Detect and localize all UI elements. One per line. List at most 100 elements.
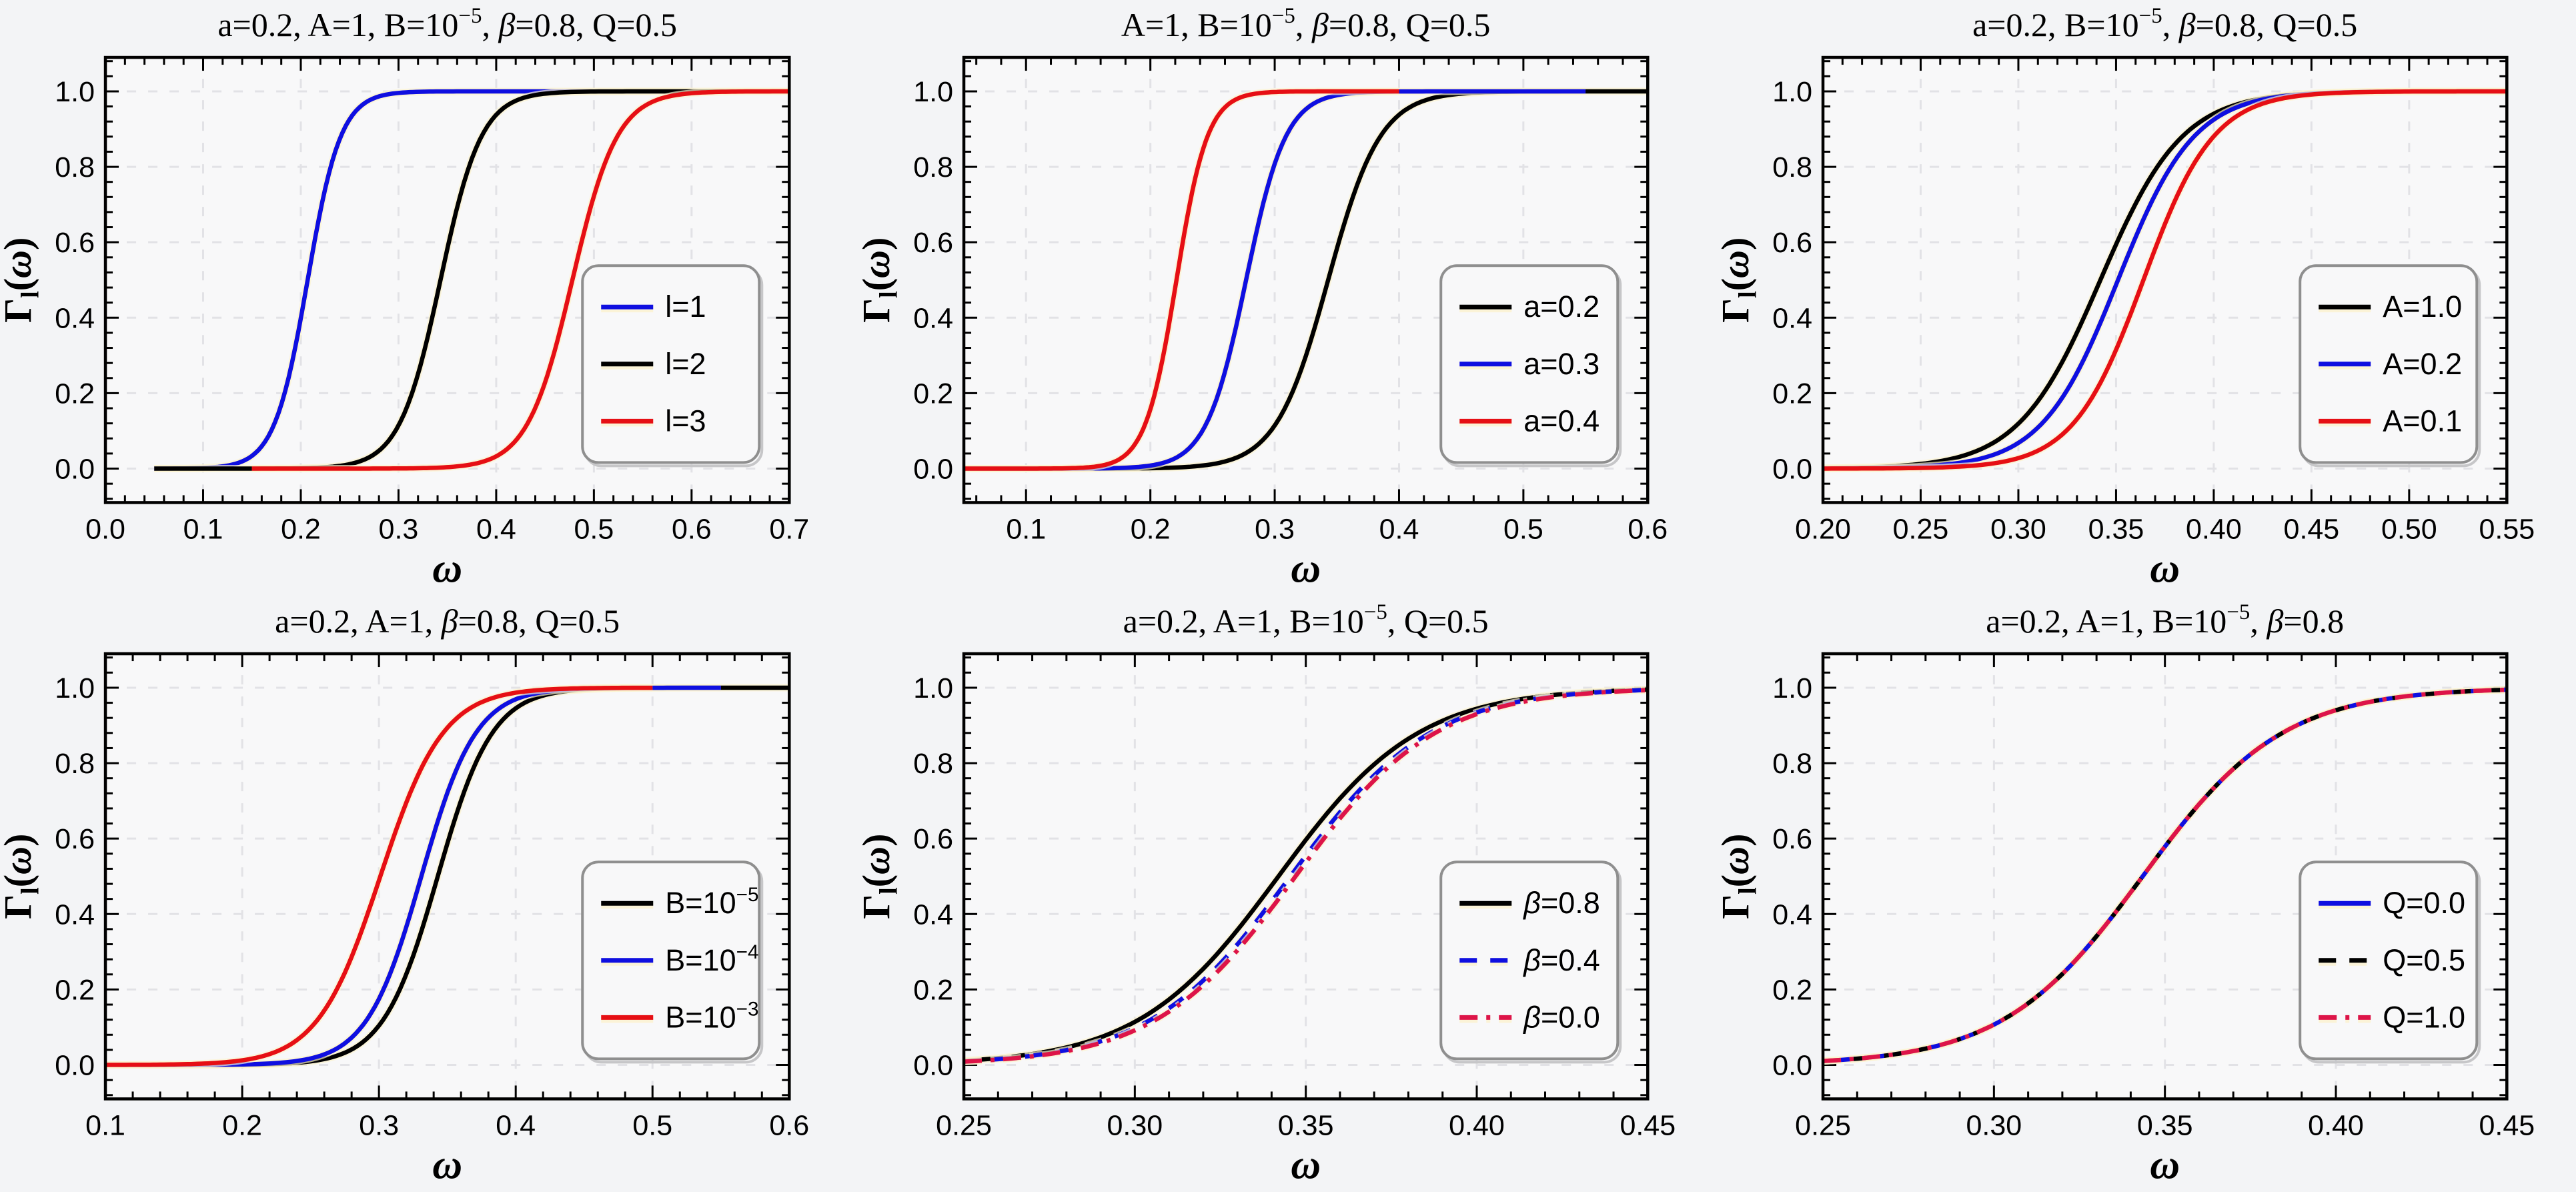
- x-tick-label: 0.35: [1278, 1109, 1334, 1141]
- legend-item-label: β=0.4: [1523, 943, 1601, 977]
- x-tick-label: 0.1: [85, 1109, 125, 1141]
- x-tick-label: 0.30: [1966, 1109, 2022, 1141]
- x-tick-label: 0.3: [379, 513, 419, 545]
- x-tick-label: 0.4: [496, 1109, 536, 1141]
- x-tick-label: 0.2: [1131, 513, 1171, 545]
- x-tick-label: 0.5: [632, 1109, 672, 1141]
- legend-item-label: A=0.1: [2383, 404, 2462, 438]
- x-axis-label: ω: [2150, 1142, 2180, 1187]
- y-axis-label: Γl(ω): [1718, 833, 1762, 919]
- y-tick-label: 0.6: [55, 227, 95, 259]
- panel-beta-dependence: 0.25 0.30 0.35 0.40 0.45 0.0 0.2 0.4 0.6 0.8 1.0 β=…: [858, 596, 1717, 1192]
- legend-box: [2298, 264, 2478, 464]
- x-axis-label: ω: [1291, 1142, 1321, 1187]
- plot-title: a=0.2, A=1, β=0.8, Q=0.5: [275, 602, 620, 640]
- legend-item-label: β=0.8: [1523, 886, 1601, 920]
- legend-box: [1439, 264, 1620, 464]
- panel-B-dependence: 0.1 0.2 0.3 0.4 0.5 0.6 0.0 0.2 0.4 0.6 0.8 1.0 B=10…: [0, 596, 858, 1192]
- legend-item-label: l=1: [665, 289, 706, 324]
- y-tick-label: 1.0: [914, 672, 954, 704]
- x-tick-label: 0.2: [281, 513, 321, 545]
- y-axis-label: Γl(ω): [0, 237, 45, 323]
- x-tick-label: 0.40: [1449, 1109, 1505, 1141]
- curve-A=0.1: [1822, 89, 2507, 471]
- y-axis-label: Γl(ω): [1718, 237, 1762, 323]
- y-tick-label: 0.8: [55, 151, 95, 183]
- y-tick-label: 0.4: [914, 899, 954, 931]
- legend-box: [1439, 860, 1620, 1060]
- chart-a-dependence: 0.1 0.2 0.3 0.4 0.5 0.6 0.0 0.2 0.4 0.6 0.8 1.0 a=0.…: [858, 4, 1668, 591]
- y-tick-label: 0.0: [55, 1049, 95, 1081]
- y-tick-label: 0.4: [914, 302, 954, 334]
- x-tick-label: 0.1: [1007, 513, 1047, 545]
- plot-frame: [103, 652, 791, 1101]
- plot-frame: [1821, 55, 2509, 504]
- y-tick-label: 0.6: [914, 823, 954, 855]
- legend-box: [2298, 860, 2478, 1060]
- legend-item-label: a=0.3: [1524, 347, 1600, 381]
- y-tick-label: 0.8: [1772, 748, 1812, 780]
- x-tick-label: 0.35: [2136, 1109, 2192, 1141]
- chart-Q-dependence: 0.25 0.30 0.35 0.40 0.45 0.0 0.2 0.4 0.6 0.8 1.0 Q=…: [1718, 600, 2535, 1187]
- x-tick-label: 0.6: [1628, 513, 1668, 545]
- plot-frame: [103, 55, 791, 504]
- legend-item-label: β=0.0: [1523, 1000, 1601, 1034]
- curve-l=3: [251, 89, 790, 471]
- legend-box: [581, 860, 761, 1060]
- x-tick-label: 0.1: [183, 513, 223, 545]
- y-axis-label: Γl(ω): [0, 833, 45, 919]
- x-tick-label: 0.40: [2308, 1109, 2364, 1141]
- y-tick-label: 0.4: [1772, 899, 1812, 931]
- x-tick-label: 0.40: [2186, 513, 2242, 545]
- plot-title: a=0.2, A=1, B=10−5, β=0.8, Q=0.5: [217, 4, 677, 43]
- y-tick-label: 0.0: [1772, 454, 1812, 486]
- x-axis-label: ω: [432, 1142, 462, 1187]
- legend-item-label: B=10−3: [665, 998, 758, 1034]
- plot-frame: [962, 55, 1650, 504]
- y-axis-label: Γl(ω): [858, 237, 903, 323]
- panel-Q-dependence: 0.25 0.30 0.35 0.40 0.45 0.0 0.2 0.4 0.6 0.8 1.0 Q=…: [1718, 596, 2576, 1192]
- x-axis-label: ω: [1291, 546, 1321, 591]
- y-tick-label: 0.6: [914, 227, 954, 259]
- plot-title: a=0.2, A=1, B=10−5, β=0.8: [1986, 600, 2344, 640]
- y-tick-label: 0.2: [914, 974, 954, 1006]
- y-axis-label: Γl(ω): [858, 833, 903, 919]
- x-tick-label: 0.20: [1795, 513, 1851, 545]
- y-tick-label: 0.8: [914, 748, 954, 780]
- y-tick-label: 0.2: [1772, 378, 1812, 410]
- legend-item-label: Q=1.0: [2383, 1000, 2465, 1034]
- x-tick-label: 0.25: [1795, 1109, 1851, 1141]
- x-tick-label: 0.2: [222, 1109, 262, 1141]
- chart-beta-dependence: 0.25 0.30 0.35 0.40 0.45 0.0 0.2 0.4 0.6 0.8 1.0 β=…: [858, 600, 1676, 1187]
- chart-B-dependence: 0.1 0.2 0.3 0.4 0.5 0.6 0.0 0.2 0.4 0.6 0.8 1.0 B=10…: [0, 602, 809, 1187]
- x-tick-label: 0.5: [574, 513, 614, 545]
- legend-item-label: l=3: [665, 404, 706, 438]
- y-tick-label: 0.4: [55, 899, 95, 931]
- plot-frame: [962, 652, 1650, 1101]
- plot-title: a=0.2, A=1, B=10−5, Q=0.5: [1123, 600, 1489, 640]
- y-tick-label: 0.0: [1772, 1049, 1812, 1081]
- y-tick-label: 1.0: [55, 76, 95, 108]
- chart-A-dependence: 0.20 0.25 0.30 0.35 0.40 0.45 0.50 0.55 0.0 0.2 0.…: [1718, 4, 2535, 591]
- x-tick-label: 0.50: [2381, 513, 2437, 545]
- y-tick-label: 0.0: [914, 1049, 954, 1081]
- legend-item-label: B=10−5: [665, 884, 758, 920]
- x-tick-label: 0.3: [1255, 513, 1295, 545]
- legend-item-label: l=2: [665, 347, 706, 381]
- legend-item-label: A=0.2: [2383, 347, 2462, 381]
- legend-item-label: Q=0.5: [2383, 943, 2465, 977]
- y-tick-label: 0.2: [914, 378, 954, 410]
- panel-l-dependence: 0.0 0.1 0.2 0.3 0.4 0.5 0.6 0.7 0.0 0.2 0.4 0.6 0.8 1…: [0, 0, 858, 596]
- y-tick-label: 0.8: [55, 748, 95, 780]
- panel-a-dependence: 0.1 0.2 0.3 0.4 0.5 0.6 0.0 0.2 0.4 0.6 0.8 1.0 a=0.…: [858, 0, 1717, 596]
- legend-item-label: a=0.4: [1524, 404, 1600, 438]
- x-tick-label: 0.4: [1379, 513, 1419, 545]
- x-tick-label: 0.7: [769, 513, 809, 545]
- y-tick-label: 0.8: [1772, 151, 1812, 183]
- y-tick-label: 1.0: [1772, 76, 1812, 108]
- y-tick-label: 0.4: [1772, 302, 1812, 334]
- x-tick-label: 0.6: [769, 1109, 809, 1141]
- y-tick-label: 0.4: [55, 302, 95, 334]
- x-tick-label: 0.45: [2283, 513, 2339, 545]
- y-tick-label: 0.6: [55, 823, 95, 855]
